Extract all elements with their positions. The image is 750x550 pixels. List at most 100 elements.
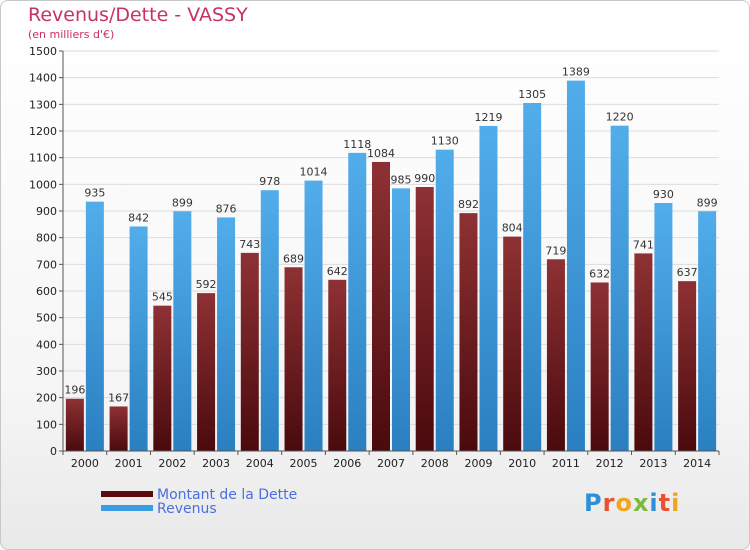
data-label: 642 — [327, 265, 348, 278]
x-tick-label: 2005 — [290, 457, 318, 470]
legend-swatch-revenus — [101, 505, 153, 511]
y-tick-label: 1100 — [29, 152, 57, 165]
bar-dette — [634, 253, 653, 451]
bar-revenus — [260, 190, 279, 451]
y-tick-label: 300 — [36, 365, 57, 378]
x-tick-label: 2003 — [202, 457, 230, 470]
legend-label-revenus: Revenus — [157, 501, 217, 517]
data-label: 689 — [283, 252, 304, 265]
data-label: 1219 — [474, 111, 502, 124]
bar-dette — [546, 259, 565, 451]
y-tick-label: 1400 — [29, 72, 57, 85]
bar-dette — [284, 267, 303, 451]
data-label: 892 — [458, 198, 479, 211]
y-tick-label: 200 — [36, 392, 57, 405]
bar-dette — [415, 187, 434, 451]
bar-revenus — [348, 152, 367, 451]
bar-revenus — [129, 226, 148, 451]
x-tick-label: 2013 — [639, 457, 667, 470]
data-label: 196 — [64, 384, 85, 397]
data-label: 1014 — [300, 166, 328, 179]
x-tick-label: 2011 — [552, 457, 580, 470]
data-label: 719 — [545, 244, 566, 257]
x-tick-label: 2002 — [158, 457, 186, 470]
bar-revenus — [392, 188, 410, 452]
x-tick-label: 2014 — [683, 457, 711, 470]
bar-revenus — [610, 125, 629, 452]
bar-revenus — [566, 80, 585, 451]
data-label: 1118 — [343, 138, 371, 151]
data-label: 592 — [196, 278, 217, 291]
bar-dette — [197, 293, 216, 451]
bar-revenus — [698, 211, 717, 451]
bar-revenus — [523, 103, 542, 451]
legend-swatch-dette — [101, 491, 153, 497]
data-label: 990 — [414, 172, 435, 185]
data-label: 899 — [172, 196, 193, 209]
legend-label-dette: Montant de la Dette — [157, 487, 298, 503]
x-tick-label: 2000 — [71, 457, 99, 470]
y-tick-label: 100 — [36, 418, 57, 431]
bar-dette — [240, 252, 259, 451]
bar-dette — [109, 406, 128, 451]
data-label: 1220 — [606, 111, 634, 124]
y-tick-label: 900 — [36, 205, 57, 218]
x-tick-label: 2007 — [377, 457, 405, 470]
data-label: 930 — [653, 188, 674, 201]
data-label: 978 — [259, 175, 280, 188]
chart-subtitle: (en milliers d'€) — [28, 28, 115, 41]
data-label: 899 — [697, 196, 718, 209]
bar-revenus — [435, 149, 454, 451]
x-tick-label: 2001 — [115, 457, 143, 470]
data-label: 1305 — [518, 88, 546, 101]
data-label: 876 — [216, 202, 237, 215]
bar-dette — [459, 213, 478, 451]
y-tick-label: 700 — [36, 258, 57, 271]
y-tick-label: 400 — [36, 338, 57, 351]
data-label: 935 — [84, 187, 105, 200]
data-label: 985 — [391, 173, 412, 186]
bar-revenus — [217, 217, 236, 451]
y-tick-label: 0 — [50, 445, 57, 458]
x-tick-label: 2012 — [596, 457, 624, 470]
bar-revenus — [479, 125, 498, 451]
bar-revenus — [654, 203, 673, 451]
y-tick-label: 1300 — [29, 98, 57, 111]
bar-dette — [328, 279, 347, 451]
bar-dette — [590, 282, 609, 451]
bar-revenus — [85, 201, 104, 451]
data-label: 1130 — [431, 135, 459, 148]
y-tick-label: 1200 — [29, 125, 57, 138]
bar-dette — [372, 161, 390, 451]
chart-title: Revenus/Dette - VASSY — [28, 4, 248, 26]
bar-revenus — [304, 180, 323, 451]
bar-dette — [678, 281, 697, 451]
data-label: 1389 — [562, 66, 590, 79]
proxiti-logo: Proxiti — [584, 489, 681, 517]
data-label: 842 — [128, 211, 149, 224]
bar-revenus — [173, 211, 192, 451]
x-tick-label: 2006 — [333, 457, 361, 470]
data-label: 743 — [239, 238, 260, 251]
x-tick-label: 2004 — [246, 457, 274, 470]
y-tick-label: 600 — [36, 285, 57, 298]
data-label: 167 — [108, 391, 129, 404]
y-tick-label: 800 — [36, 232, 57, 245]
x-tick-label: 2008 — [421, 457, 449, 470]
data-label: 545 — [152, 291, 173, 304]
data-label: 804 — [502, 222, 523, 235]
data-label: 1084 — [367, 147, 395, 160]
y-tick-label: 500 — [36, 312, 57, 325]
y-tick-label: 1500 — [29, 45, 57, 58]
bar-dette — [65, 398, 84, 451]
data-label: 632 — [589, 267, 610, 280]
data-label: 637 — [677, 266, 698, 279]
y-tick-label: 1000 — [29, 178, 57, 191]
bar-dette — [503, 236, 522, 451]
x-tick-label: 2009 — [464, 457, 492, 470]
bar-dette — [153, 305, 172, 451]
x-tick-label: 2010 — [508, 457, 536, 470]
data-label: 741 — [633, 238, 654, 251]
